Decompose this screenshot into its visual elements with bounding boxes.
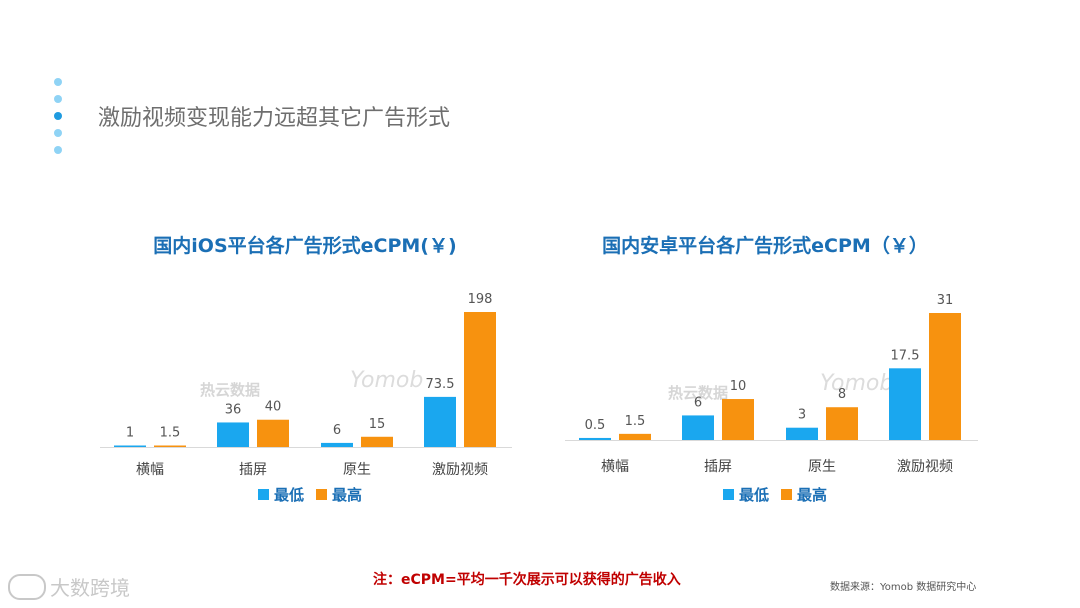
bar-high — [826, 407, 858, 440]
corner-brand-logo: 大数跨境 — [8, 572, 130, 601]
category-tick-label: 原生 — [808, 459, 836, 475]
bar-high — [929, 313, 961, 440]
bar-low — [424, 396, 456, 447]
data-label: 6 — [333, 423, 341, 438]
data-label: 198 — [468, 292, 493, 307]
bullet-dot-active — [54, 112, 62, 120]
category-tick-label: 激励视频 — [897, 458, 953, 475]
legend-swatch — [316, 489, 327, 500]
data-label: 36 — [225, 402, 242, 417]
data-label: 17.5 — [891, 348, 920, 363]
bullet-dot — [54, 129, 62, 137]
bar-high — [154, 445, 186, 447]
data-label: 1.5 — [160, 426, 181, 441]
corner-brand-text: 大数跨境 — [50, 576, 130, 600]
data-label: 15 — [369, 417, 386, 432]
category-tick-label: 原生 — [343, 462, 371, 478]
data-label: 40 — [265, 400, 282, 415]
legend-label: 最高 — [797, 486, 827, 504]
legend-swatch — [781, 489, 792, 500]
data-label: 1 — [126, 426, 134, 441]
bullet-dot — [54, 95, 62, 103]
bar-high — [361, 436, 393, 447]
chart-title: 国内安卓平台各广告形式eCPM（￥） — [602, 234, 928, 257]
category-tick-label: 横幅 — [601, 459, 629, 475]
slide-title: 激励视频变现能力远超其它广告形式 — [98, 106, 451, 131]
watermark-text: Yomob — [350, 368, 423, 393]
bar-low — [579, 437, 611, 440]
bar-low — [786, 427, 818, 440]
watermark-text: 热云数据 — [200, 381, 260, 399]
legend-swatch — [723, 489, 734, 500]
brand-logo-icon — [8, 573, 46, 600]
bar-high — [722, 399, 754, 440]
category-tick-label: 插屏 — [239, 462, 267, 478]
legend-label: 最高 — [332, 486, 362, 504]
ecpm-note: 注：eCPM=平均一千次展示可以获得的广告收入 — [373, 572, 681, 588]
data-label: 8 — [838, 387, 846, 402]
data-source: 数据来源：Yomob 数据研究中心 — [830, 582, 977, 593]
bar-low — [114, 445, 146, 447]
legend-swatch — [258, 489, 269, 500]
category-tick-label: 插屏 — [704, 459, 732, 475]
bullet-dot — [54, 78, 62, 86]
category-tick-label: 横幅 — [136, 462, 164, 478]
data-label: 10 — [730, 379, 747, 394]
bar-high — [619, 433, 651, 440]
slide-bullet-dots — [54, 78, 64, 163]
data-label: 3 — [798, 408, 806, 423]
bullet-dot — [54, 146, 62, 154]
watermark-text: 热云数据 — [668, 384, 728, 402]
category-tick-label: 激励视频 — [432, 461, 488, 478]
data-label: 31 — [937, 293, 954, 308]
legend-label: 最低 — [274, 486, 304, 504]
bar-low — [217, 422, 249, 447]
data-label: 73.5 — [426, 377, 455, 392]
data-label: 6 — [694, 395, 702, 410]
bar-low — [321, 442, 353, 447]
chart-title: 国内iOS平台各广告形式eCPM(￥) — [153, 234, 456, 257]
watermark-text: Yomob — [820, 371, 893, 396]
bar-high — [464, 312, 496, 447]
data-label: 0.5 — [585, 418, 606, 433]
bar-low — [682, 415, 714, 440]
legend-label: 最低 — [739, 486, 769, 504]
bar-low — [889, 368, 921, 440]
bar-high — [257, 419, 289, 447]
data-label: 1.5 — [625, 414, 646, 429]
